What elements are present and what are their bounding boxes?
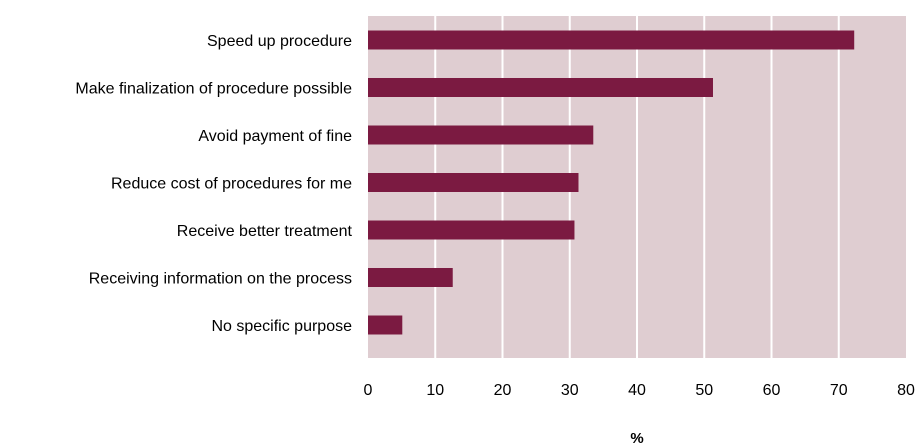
bar — [368, 125, 594, 145]
bar — [368, 220, 575, 240]
bar — [368, 173, 579, 192]
x-tick-label: 50 — [695, 382, 713, 399]
bar — [368, 78, 713, 97]
x-tick-label: 0 — [364, 382, 373, 399]
bar — [368, 315, 403, 335]
category-label: Speed up procedure — [207, 33, 352, 50]
bar — [368, 268, 453, 287]
x-tick-label: 40 — [628, 382, 646, 399]
x-tick-label: 30 — [561, 382, 579, 399]
x-tick-label: 70 — [830, 382, 848, 399]
x-axis-ticks: 0 10 20 30 40 50 60 70 80 — [364, 382, 915, 399]
bars — [368, 30, 855, 335]
category-label: No specific purpose — [211, 318, 352, 335]
x-axis-title: % — [630, 430, 643, 446]
category-label: Make finalization of procedure possible — [75, 81, 352, 98]
category-label: Receiving information on the process — [89, 271, 352, 288]
x-tick-label: 10 — [426, 382, 444, 399]
category-labels: Speed up procedure Make finalization of p… — [75, 33, 352, 335]
x-tick-label: 80 — [897, 382, 915, 399]
bar — [368, 30, 855, 50]
category-label: Reduce cost of procedures for me — [111, 176, 352, 193]
category-label: Avoid payment of fine — [198, 128, 352, 145]
x-tick-label: 20 — [494, 382, 512, 399]
x-tick-label: 60 — [763, 382, 781, 399]
category-label: Receive better treatment — [177, 223, 353, 240]
